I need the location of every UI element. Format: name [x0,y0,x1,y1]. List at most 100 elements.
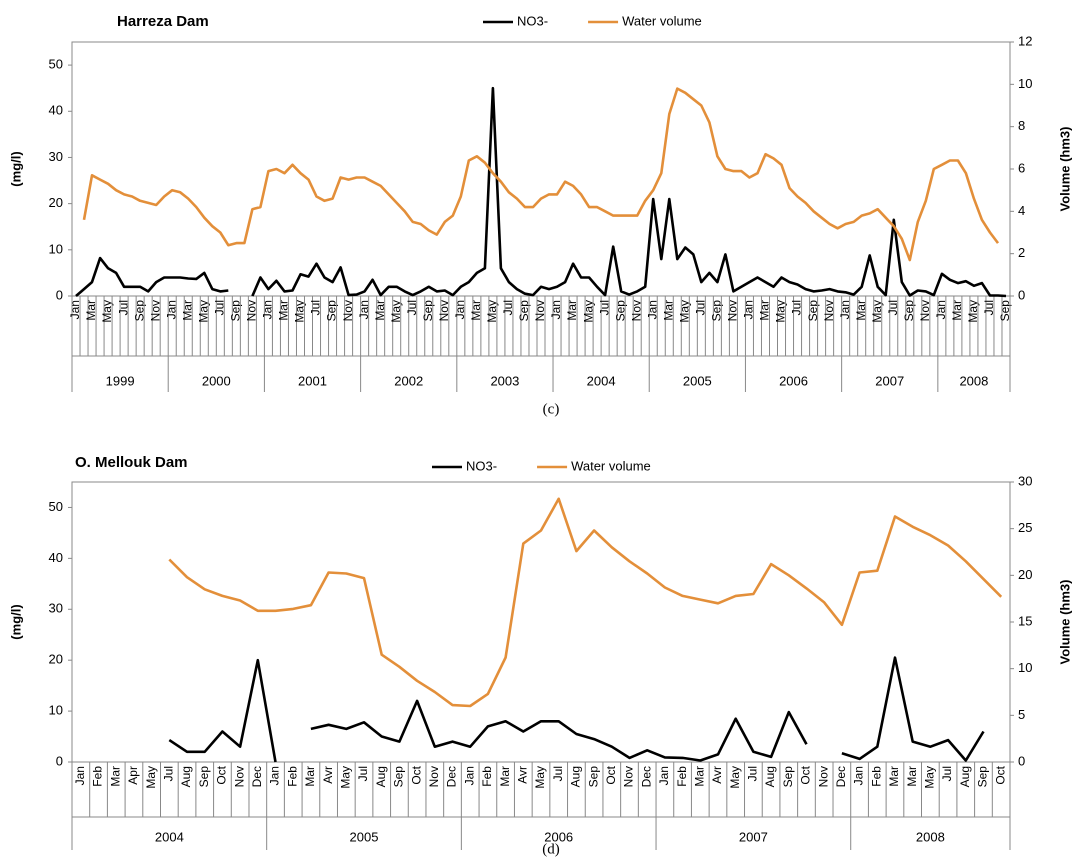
x-tick-label: Oct [993,765,1007,784]
x-tick-label: Nov [437,300,451,321]
x-tick-label: Mar [277,300,291,321]
group-label: 2008 [916,829,945,844]
x-tick-label: May [923,766,937,789]
x-tick-label: Aug [374,766,388,787]
x-tick-label: Mar [905,766,919,787]
x-tick-label: Jul [212,300,226,315]
x-tick-label: Aug [569,766,583,787]
x-tick-label: Oct [604,765,618,784]
x-tick-label: Jul [551,766,565,781]
x-tick-label: Mar [84,300,98,321]
x-tick-label: May [144,766,158,789]
y2-tick-label: 12 [1018,33,1032,48]
x-tick-label: Jan [549,300,563,319]
x-tick-label: Mar [469,300,483,321]
y-tick-label: 0 [56,287,63,302]
x-tick-label: Nov [533,300,547,321]
y2-tick-label: 8 [1018,118,1025,133]
x-tick-label: Sep [781,766,795,788]
y2-tick-label: 5 [1018,707,1025,722]
group-label: 2005 [683,373,712,388]
y-tick-label: 50 [49,57,63,72]
y2-tick-label: 6 [1018,160,1025,175]
x-tick-label: May [677,300,691,323]
y-tick-label: 20 [49,652,63,667]
x-tick-label: Jul [694,300,708,315]
x-tick-label: Nov [816,766,830,787]
x-tick-label: May [196,300,210,323]
x-tick-label: Jul [940,766,954,781]
x-tick-label: Feb [285,766,299,787]
x-tick-label: Feb [869,766,883,787]
x-tick-label: Nov [341,300,355,321]
x-tick-label: Jan [261,300,275,319]
group-label: 1999 [106,373,135,388]
x-tick-label: May [533,766,547,789]
x-tick-label: Dec [445,766,459,787]
x-tick-label: Jul [597,300,611,315]
group-label: 2007 [739,829,768,844]
x-tick-label: Jan [838,300,852,319]
group-label: 2006 [779,373,808,388]
y2-axis-title: Volume (hm3) [1057,127,1072,212]
y-axis-title: (mg/l) [8,604,23,639]
series-line [75,86,1007,298]
group-label: 2003 [490,373,519,388]
y2-tick-label: 4 [1018,203,1025,218]
x-tick-label: Mar [950,300,964,321]
x-tick-label: Nov [148,300,162,321]
y2-axis-title: Volume (hm3) [1057,580,1072,665]
x-tick-label: Nov [629,300,643,321]
group-label: 2008 [959,373,988,388]
x-tick-label: Sep [229,300,243,322]
x-tick-label: Apr [126,766,140,785]
x-tick-label: Nov [232,766,246,787]
group-label: 2001 [298,373,327,388]
y2-tick-label: 25 [1018,520,1032,535]
x-tick-label: Avr [515,766,529,784]
x-tick-label: May [966,300,980,323]
x-tick-label: Mar [180,300,194,321]
legend-label: NO3- [466,458,497,473]
y-tick-label: 10 [49,703,63,718]
x-tick-label: Mar [373,300,387,321]
x-tick-label: Jan [742,300,756,319]
x-tick-label: Oct [409,765,423,784]
legend-label: NO3- [517,13,548,28]
x-tick-label: Jan [657,766,671,785]
x-tick-label: Jul [501,300,515,315]
x-tick-label: Jan [73,766,87,785]
x-tick-label: Nov [726,300,740,321]
group-label: 2004 [587,373,616,388]
x-tick-label: Nov [245,300,259,321]
x-tick-label: Nov [918,300,932,321]
caption: (d) [542,841,560,857]
y-tick-label: 10 [49,241,63,256]
x-tick-label: Dec [834,766,848,787]
y2-tick-label: 0 [1018,287,1025,302]
x-tick-label: Sep [998,300,1012,322]
y2-tick-label: 2 [1018,245,1025,260]
x-tick-label: Nov [622,766,636,787]
x-tick-label: Mar [854,300,868,321]
x-tick-label: Dec [639,766,653,787]
x-tick-label: May [774,300,788,323]
x-tick-label: Sep [902,300,916,322]
x-tick-label: Sep [132,300,146,322]
x-tick-label: May [389,300,403,323]
x-tick-label: Jan [357,300,371,319]
x-tick-label: Jan [852,766,866,785]
y2-tick-label: 20 [1018,567,1032,582]
x-tick-label: Jan [268,766,282,785]
x-tick-label: Jan [164,300,178,319]
x-tick-label: Mar [303,766,317,787]
y-tick-label: 40 [49,550,63,565]
x-tick-label: May [485,300,499,323]
x-tick-label: Mar [887,766,901,787]
x-tick-label: Jan [934,300,948,319]
x-tick-label: Sep [586,766,600,788]
x-tick-label: Jan [453,300,467,319]
x-tick-label: Sep [421,300,435,322]
